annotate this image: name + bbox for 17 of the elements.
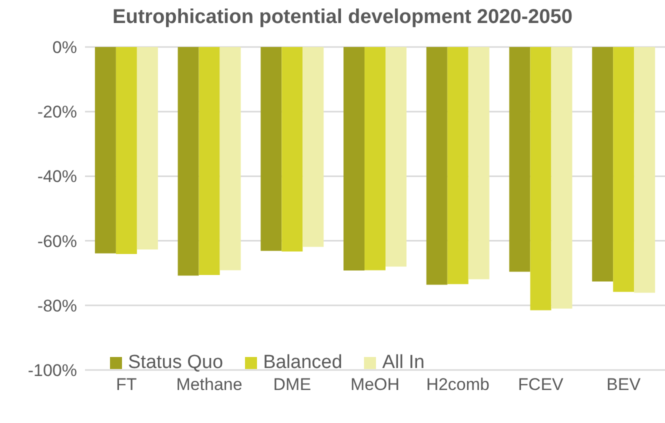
y-tick-label: -40% xyxy=(37,167,77,186)
y-tick-label: -80% xyxy=(37,296,77,316)
legend-label: Status Quo xyxy=(128,352,224,374)
x-tick-label: MeOH xyxy=(350,375,400,394)
x-tick-label: H2comb xyxy=(426,375,490,394)
x-tick-label: BEV xyxy=(606,375,642,394)
chart-title: Eutrophication potential development 2020-2050 xyxy=(111,6,574,29)
x-tick-label: Methane xyxy=(176,375,242,394)
y-tick-label: -60% xyxy=(37,232,77,251)
x-tick-label: DME xyxy=(273,375,312,394)
x-tick-label: FT xyxy=(116,375,137,394)
y-tick-label: 0% xyxy=(52,38,77,58)
y-tick-label: -100% xyxy=(28,361,77,380)
legend-label: All In xyxy=(382,352,425,374)
legend-label: Balanced xyxy=(263,352,342,374)
y-tick-label: -20% xyxy=(37,102,77,122)
x-tick-label: FCEV xyxy=(518,375,564,394)
